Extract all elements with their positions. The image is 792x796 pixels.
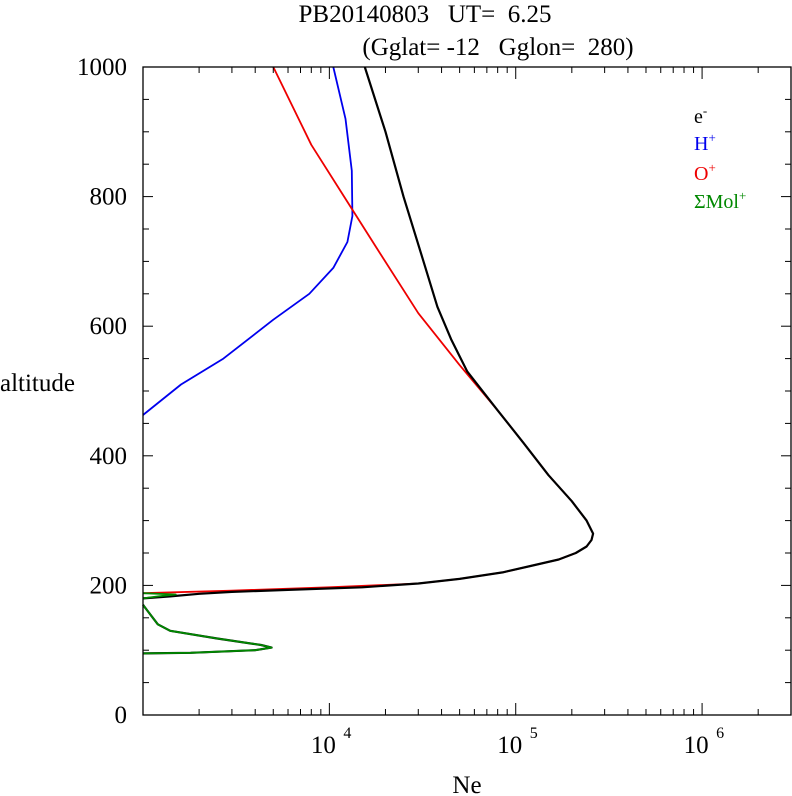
x-tick-label: 10 [684, 732, 709, 759]
series-line-3 [142, 592, 273, 655]
legend-item-3: ΣMol+ [694, 188, 746, 213]
legend-item-1: H+ [694, 130, 716, 155]
y-tick-label: 0 [115, 702, 128, 729]
series-line-2 [142, 66, 594, 595]
chart-title-line2: (Gglat= -12 Gglon= 280) [362, 34, 633, 61]
x-axis-label: Ne [452, 772, 481, 796]
y-axis-ticks: 0 200 400 600 800 1000 [77, 54, 791, 729]
legend-item-0: e- [694, 103, 707, 128]
y-tick-label: 400 [90, 443, 128, 470]
x-tick-exponent: 6 [716, 725, 724, 742]
series-layer [142, 66, 595, 655]
legend-item-2: O+ [694, 160, 716, 185]
y-tick-label: 800 [90, 184, 128, 211]
x-axis-ticks: 10 4 10 5 10 6 [142, 67, 792, 759]
chart-title-line1: PB20140803 UT= 6.25 [298, 1, 551, 28]
x-tick-label: 10 [497, 732, 522, 759]
series-line-1 [142, 66, 354, 416]
x-tick-exponent: 4 [343, 725, 351, 742]
series-line-0 [142, 66, 595, 655]
y-axis-label: altitude [0, 370, 75, 397]
y-tick-label: 200 [90, 572, 128, 599]
x-tick-exponent: 5 [530, 725, 538, 742]
legend: e-H+ O+ ΣMol+ [694, 103, 746, 213]
y-tick-label: 600 [90, 313, 128, 340]
y-tick-label: 1000 [77, 54, 127, 81]
x-tick-label: 10 [311, 732, 336, 759]
